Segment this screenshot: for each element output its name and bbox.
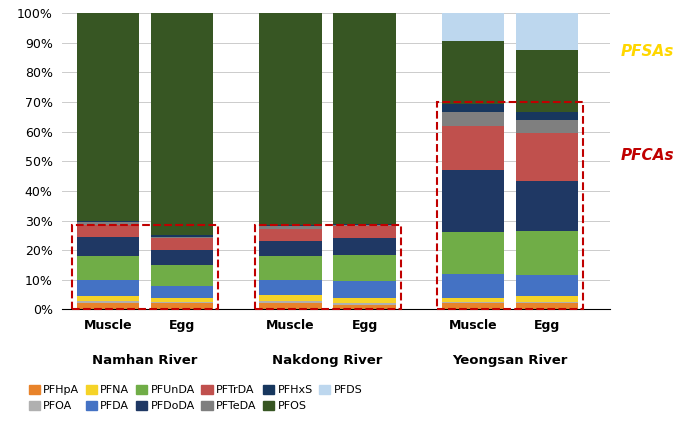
Bar (77, 296, 139, 301)
Bar (516, 275, 579, 296)
Bar (259, 256, 322, 280)
Bar (441, 302, 505, 304)
Bar (259, 304, 322, 309)
Bar (77, 221, 139, 222)
Bar (441, 126, 505, 170)
Bar (441, 13, 505, 42)
Text: Yeongsan River: Yeongsan River (453, 354, 568, 367)
Bar (516, 231, 579, 275)
Bar (441, 304, 505, 309)
Bar (151, 235, 213, 237)
Text: PFSAs: PFSAs (621, 44, 674, 59)
Bar (333, 255, 396, 281)
Bar (151, 304, 213, 309)
Bar (259, 13, 322, 225)
Bar (259, 280, 322, 294)
Bar (333, 224, 396, 225)
Bar (441, 232, 505, 274)
Bar (151, 250, 213, 265)
Bar (151, 302, 213, 304)
Bar (516, 133, 579, 181)
Bar (437, 102, 583, 309)
Bar (516, 181, 579, 231)
Bar (441, 112, 505, 126)
Bar (333, 238, 396, 255)
Bar (516, 50, 579, 112)
Bar (77, 237, 139, 256)
Bar (333, 13, 396, 224)
Bar (516, 302, 579, 304)
Bar (77, 222, 139, 225)
Bar (259, 294, 322, 301)
Bar (333, 304, 396, 305)
Text: Namhan River: Namhan River (92, 354, 198, 367)
Bar (516, 120, 579, 133)
Bar (333, 226, 396, 238)
Bar (441, 297, 505, 302)
Bar (77, 304, 139, 309)
Bar (516, 112, 579, 120)
Bar (72, 225, 218, 309)
Bar (254, 225, 401, 309)
Bar (441, 42, 505, 103)
Bar (259, 229, 322, 241)
Bar (333, 281, 396, 297)
Bar (333, 297, 396, 304)
Bar (516, 296, 579, 302)
Bar (77, 280, 139, 296)
Bar (516, 304, 579, 309)
Bar (77, 13, 139, 221)
Bar (151, 297, 213, 302)
Bar (77, 225, 139, 237)
Text: Nakdong River: Nakdong River (272, 354, 383, 367)
Bar (333, 305, 396, 309)
Bar (77, 256, 139, 280)
Text: PFCAs: PFCAs (621, 148, 674, 163)
Bar (259, 301, 322, 304)
Bar (441, 170, 505, 232)
Bar (259, 226, 322, 229)
Bar (77, 301, 139, 304)
Bar (333, 225, 396, 226)
Bar (259, 241, 322, 256)
Bar (151, 238, 213, 250)
Bar (151, 13, 213, 235)
Bar (151, 286, 213, 297)
Bar (259, 225, 322, 226)
Bar (151, 265, 213, 286)
Bar (441, 103, 505, 112)
Bar (151, 237, 213, 238)
Bar (441, 274, 505, 297)
Legend: PFHpA, PFOA, PFNA, PFDA, PFUnDA, PFDoDA, PFTrDA, PFTeDA, PFHxS, PFOS, PFDS: PFHpA, PFOA, PFNA, PFDA, PFUnDA, PFDoDA,… (24, 380, 367, 415)
Bar (516, 13, 579, 50)
